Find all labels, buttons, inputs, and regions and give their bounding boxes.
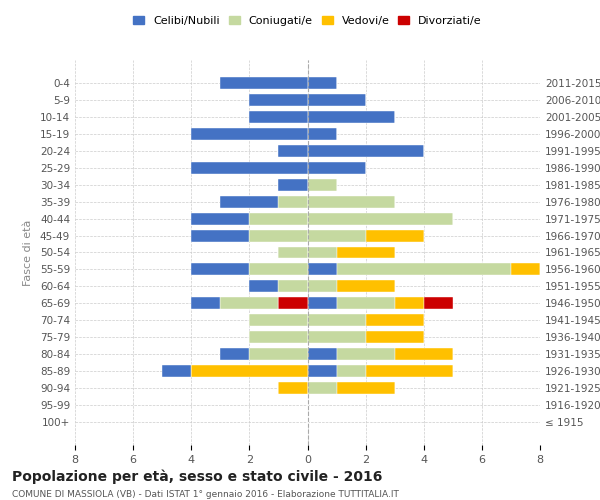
Bar xyxy=(191,162,308,174)
Bar xyxy=(337,348,395,360)
Bar xyxy=(250,348,308,360)
Bar xyxy=(278,382,308,394)
Bar xyxy=(191,298,220,309)
Bar xyxy=(308,230,365,241)
Bar xyxy=(365,331,424,343)
Bar xyxy=(308,280,337,292)
Bar xyxy=(278,196,308,207)
Bar xyxy=(308,264,337,276)
Bar xyxy=(337,365,365,377)
Bar xyxy=(308,179,337,191)
Bar xyxy=(250,314,308,326)
Bar xyxy=(191,213,250,224)
Bar xyxy=(395,298,424,309)
Text: COMUNE DI MASSIOLA (VB) - Dati ISTAT 1° gennaio 2016 - Elaborazione TUTTITALIA.I: COMUNE DI MASSIOLA (VB) - Dati ISTAT 1° … xyxy=(12,490,399,499)
Bar xyxy=(250,280,278,292)
Bar xyxy=(278,280,308,292)
Bar xyxy=(220,78,308,90)
Bar xyxy=(250,230,308,241)
Bar xyxy=(278,145,308,157)
Bar xyxy=(308,314,365,326)
Bar xyxy=(308,365,337,377)
Bar xyxy=(250,264,308,276)
Bar xyxy=(308,382,337,394)
Y-axis label: Fasce di età: Fasce di età xyxy=(23,220,33,286)
Bar xyxy=(162,365,191,377)
Bar xyxy=(278,246,308,258)
Bar xyxy=(308,196,395,207)
Bar xyxy=(395,348,453,360)
Bar xyxy=(220,298,278,309)
Bar xyxy=(365,314,424,326)
Bar xyxy=(191,365,308,377)
Legend: Celibi/Nubili, Coniugati/e, Vedovi/e, Divorziati/e: Celibi/Nubili, Coniugati/e, Vedovi/e, Di… xyxy=(133,16,482,26)
Bar xyxy=(365,365,453,377)
Bar xyxy=(308,162,365,174)
Bar xyxy=(250,331,308,343)
Bar xyxy=(424,298,453,309)
Bar xyxy=(308,128,337,140)
Bar xyxy=(220,196,278,207)
Bar xyxy=(337,298,395,309)
Bar xyxy=(220,348,250,360)
Bar xyxy=(250,94,308,106)
Bar xyxy=(250,112,308,123)
Bar xyxy=(191,128,308,140)
Bar xyxy=(511,264,540,276)
Bar xyxy=(278,179,308,191)
Bar xyxy=(308,112,395,123)
Bar xyxy=(308,246,337,258)
Bar xyxy=(308,145,424,157)
Bar xyxy=(337,264,511,276)
Bar xyxy=(308,78,337,90)
Bar xyxy=(308,213,453,224)
Bar xyxy=(308,298,337,309)
Bar xyxy=(250,213,308,224)
Bar xyxy=(365,230,424,241)
Bar xyxy=(278,298,308,309)
Bar xyxy=(337,280,395,292)
Bar xyxy=(308,331,365,343)
Bar xyxy=(191,264,250,276)
Bar xyxy=(337,246,395,258)
Text: Popolazione per età, sesso e stato civile - 2016: Popolazione per età, sesso e stato civil… xyxy=(12,470,382,484)
Bar xyxy=(337,382,395,394)
Bar xyxy=(308,94,365,106)
Bar xyxy=(308,348,337,360)
Bar xyxy=(191,230,250,241)
